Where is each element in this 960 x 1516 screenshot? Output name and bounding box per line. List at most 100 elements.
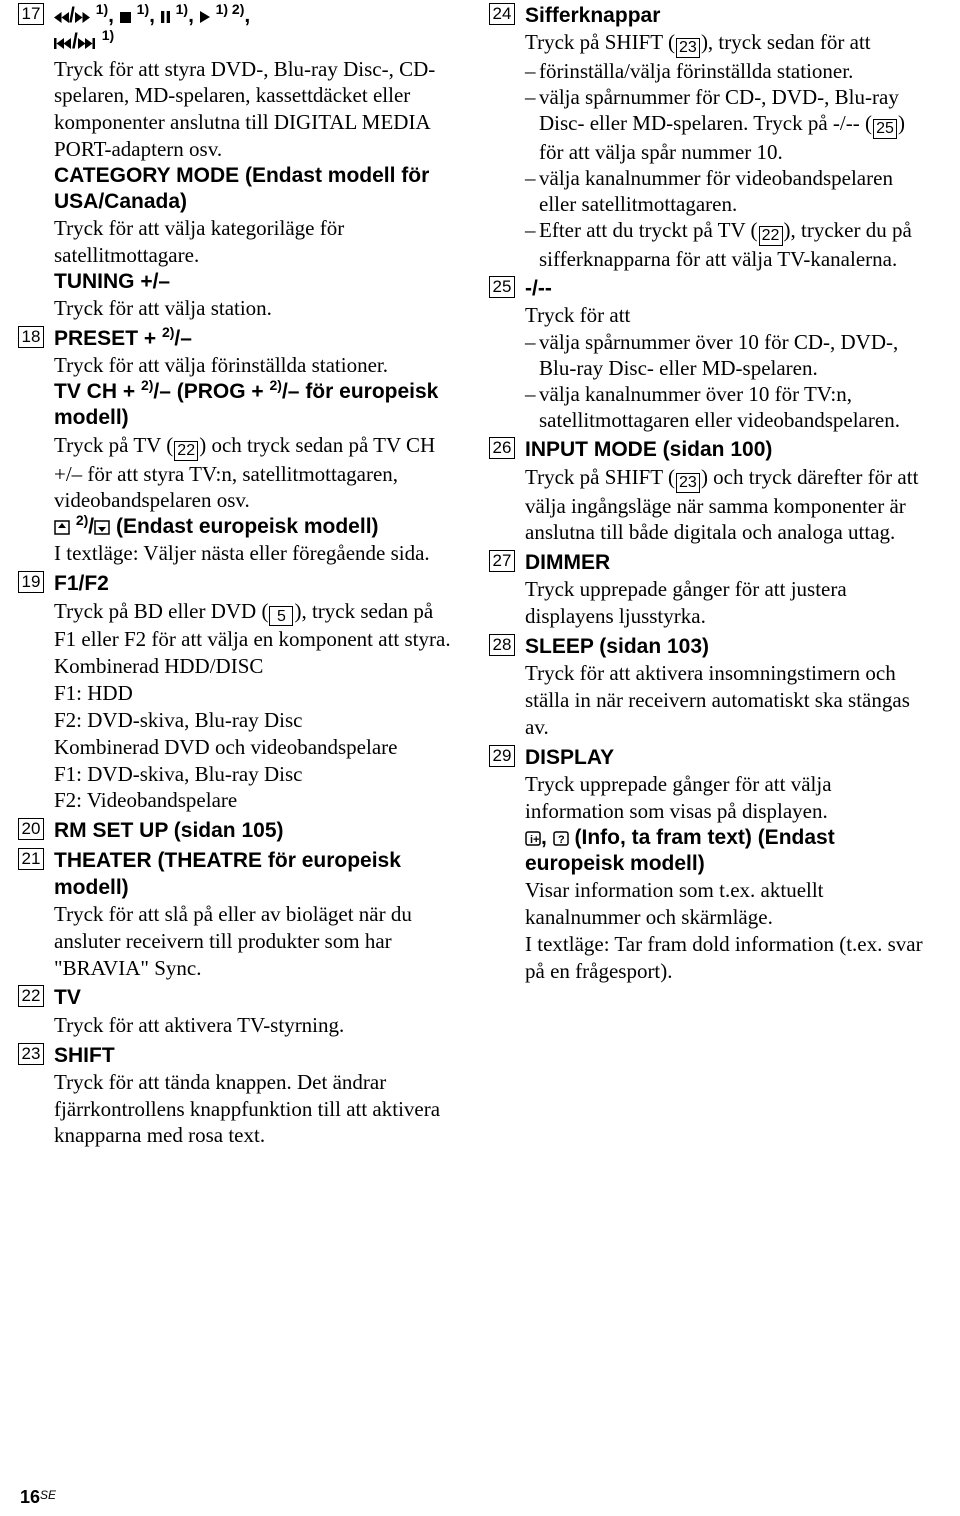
entry-21: 21 THEATER (THEATRE för europeisk modell…	[18, 848, 459, 981]
entry-28-head: SLEEP (sidan 103)	[525, 635, 709, 658]
sup: 1)	[96, 1, 108, 17]
ref-19: 19	[18, 571, 44, 593]
entry-25-b2: –välja kanalnummer över 10 för TV:n, sat…	[525, 381, 930, 433]
entry-23-desc: Tryck för att tända knappen. Det ändrar …	[54, 1070, 440, 1148]
entry-24-d1: Tryck på SHIFT (23), tryck sedan för att	[525, 30, 871, 54]
ref-22: 22	[174, 441, 198, 461]
prev-icon	[54, 38, 72, 49]
stop-icon	[120, 12, 131, 23]
entry-17-desc2: Tryck för att välja kategoriläge för sat…	[54, 216, 344, 267]
question-icon	[553, 831, 569, 846]
pause-icon	[161, 11, 170, 23]
left-column: 17 / 1), 1), 1), 1) 2), / 1) Tryck för a…	[18, 3, 459, 1153]
entry-19: 19 F1/F2 Tryck på BD eller DVD (5), tryc…	[18, 571, 459, 814]
ref-28: 28	[489, 634, 515, 656]
entry-24-b2: –välja spårnummer för CD-, DVD-, Blu-ray…	[525, 84, 930, 165]
entry-29-head: DISPLAY	[525, 746, 614, 769]
page-number: 16SE	[20, 1487, 56, 1508]
entry-22: 22 TV Tryck för att aktivera TV-styrning…	[18, 985, 459, 1038]
page-down-icon	[94, 520, 110, 535]
entry-26: 26 INPUT MODE (sidan 100) Tryck på SHIFT…	[489, 437, 930, 546]
entry-25-b1: –välja spårnummer över 10 för CD-, DVD-,…	[525, 329, 930, 381]
entry-27-head: DIMMER	[525, 551, 610, 574]
entry-19-head: F1/F2	[54, 572, 109, 595]
entry-18-desc3: I textläge: Väljer nästa eller föregåend…	[54, 541, 430, 565]
page-columns: 17 / 1), 1), 1), 1) 2), / 1) Tryck för a…	[0, 0, 960, 1153]
ref-21: 21	[18, 848, 44, 870]
entry-18: 18 PRESET + 2)/– Tryck för att välja för…	[18, 326, 459, 567]
entry-18-head1: PRESET + 2)/–	[54, 327, 192, 350]
fast-forward-icon	[75, 12, 90, 23]
ref-23-inline2: 23	[676, 473, 700, 493]
entry-19-desc1: Tryck på BD eller DVD (5), tryck sedan p…	[54, 599, 451, 652]
ref-27: 27	[489, 550, 515, 572]
entry-19-d4: F2: DVD-skiva, Blu-ray Disc	[54, 708, 302, 732]
entry-28-desc: Tryck för att aktivera insomningstimern …	[525, 661, 910, 739]
ref-18: 18	[18, 326, 44, 348]
entry-26-head: INPUT MODE (sidan 100)	[525, 438, 772, 461]
ref-29: 29	[489, 745, 515, 767]
entry-27-desc: Tryck upprepade gånger för att justera d…	[525, 577, 847, 628]
entry-21-head: THEATER (THEATRE för europeisk modell)	[54, 849, 401, 898]
entry-24-b3: –välja kanalnummer för videobandspelaren…	[525, 165, 930, 217]
entry-20: 20 RM SET UP (sidan 105)	[18, 818, 459, 844]
entry-17-head2: CATEGORY MODE (Endast modell för USA/Can…	[54, 164, 429, 213]
entry-29-head2: , (Info, ta fram text) (Endast europeisk…	[525, 826, 835, 875]
entry-29-desc: Tryck upprepade gånger för att välja inf…	[525, 772, 832, 823]
ref-23-inline: 23	[676, 38, 700, 58]
entry-17-head3: TUNING +/–	[54, 270, 170, 293]
ref-20: 20	[18, 818, 44, 840]
entry-19-d3: F1: HDD	[54, 681, 133, 705]
entry-21-desc: Tryck för att slå på eller av bioläget n…	[54, 902, 412, 980]
ref-25-inline: 25	[873, 119, 897, 139]
entry-19-d2: Kombinerad HDD/DISC	[54, 654, 263, 678]
sup: 1)	[176, 1, 188, 17]
entry-19-d5: Kombinerad DVD och videobandspelare	[54, 735, 397, 759]
play-icon	[200, 11, 210, 23]
entry-18-desc1: Tryck för att välja förinställda station…	[54, 353, 388, 377]
entry-19-d6: F1: DVD-skiva, Blu-ray Disc	[54, 762, 302, 786]
entry-23-head: SHIFT	[54, 1044, 115, 1067]
entry-25-head: -/--	[525, 277, 552, 300]
entry-22-desc: Tryck för att aktivera TV-styrning.	[54, 1013, 344, 1037]
entry-17: 17 / 1), 1), 1), 1) 2), / 1) Tryck för a…	[18, 3, 459, 322]
entry-28: 28 SLEEP (sidan 103) Tryck för att aktiv…	[489, 634, 930, 741]
entry-19-d7: F2: Videobandspelare	[54, 788, 237, 812]
entry-29-d3: I textläge: Tar fram dold information (t…	[525, 932, 923, 983]
page-up-icon	[54, 520, 70, 535]
entry-27: 27 DIMMER Tryck upprepade gånger för att…	[489, 550, 930, 630]
sup: 1) 2)	[216, 1, 245, 17]
entry-18-head3: 2)/ (Endast europeisk modell)	[54, 515, 379, 538]
entry-25: 25 -/-- Tryck för att –välja spårnummer …	[489, 276, 930, 433]
sup: 1)	[137, 1, 149, 17]
sup: 1)	[102, 27, 114, 43]
ref-25: 25	[489, 276, 515, 298]
entry-17-head-line2: / 1)	[54, 29, 459, 55]
entry-24-head: Sifferknappar	[525, 4, 660, 27]
ref-26: 26	[489, 437, 515, 459]
entry-17-desc1: Tryck för att styra DVD-, Blu-ray Disc-,…	[54, 57, 435, 161]
ref-5: 5	[269, 606, 293, 626]
entry-18-desc2: Tryck på TV (22) och tryck sedan på TV C…	[54, 433, 435, 513]
ref-17: 17	[18, 3, 44, 25]
entry-24-b1: –förinställa/välja förinställda statione…	[525, 58, 930, 84]
entry-24-b4: –Efter att du tryckt på TV (22), trycker…	[525, 217, 930, 272]
entry-23: 23 SHIFT Tryck för att tända knappen. De…	[18, 1043, 459, 1150]
entry-29-d2: Visar information som t.ex. aktuellt kan…	[525, 878, 824, 929]
entry-20-head: RM SET UP (sidan 105)	[54, 819, 284, 842]
ref-24: 24	[489, 3, 515, 25]
info-icon	[525, 831, 541, 846]
entry-17-desc3: Tryck för att välja station.	[54, 296, 272, 320]
rewind-icon	[54, 12, 69, 23]
entry-24: 24 Sifferknappar Tryck på SHIFT (23), tr…	[489, 3, 930, 272]
right-column: 24 Sifferknappar Tryck på SHIFT (23), tr…	[489, 3, 930, 1153]
entry-18-head2: TV CH + 2)/– (PROG + 2)/– för europeisk …	[54, 380, 438, 429]
entry-29: 29 DISPLAY Tryck upprepade gånger för at…	[489, 745, 930, 985]
entry-17-head-line1: / 1), 1), 1), 1) 2),	[54, 3, 459, 29]
next-icon	[78, 38, 96, 49]
entry-22-head: TV	[54, 986, 81, 1009]
ref-22: 22	[18, 985, 44, 1007]
ref-22-inline: 22	[759, 226, 783, 246]
entry-25-d1: Tryck för att	[525, 303, 630, 327]
ref-23: 23	[18, 1043, 44, 1065]
